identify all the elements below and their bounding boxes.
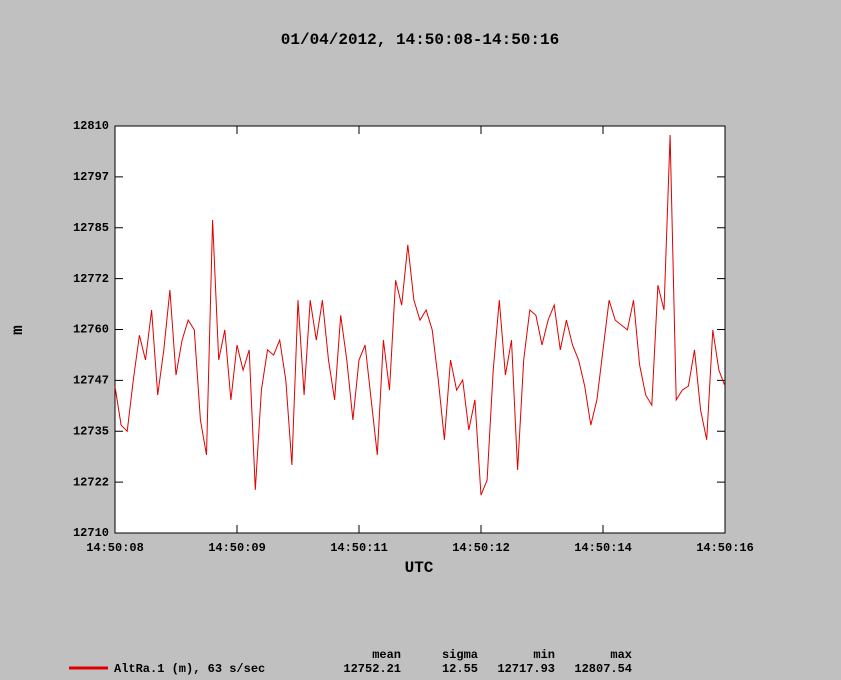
x-tick-label: 14:50:12 [452, 541, 510, 555]
legend-label: AltRa.1 (m), 63 s/sec [114, 662, 265, 676]
y-tick-label: 12810 [73, 119, 109, 133]
stat-value: 12752.21 [343, 662, 401, 676]
y-axis-label: m [9, 325, 27, 335]
stat-header: sigma [442, 648, 478, 662]
stat-value: 12717.93 [497, 662, 555, 676]
x-axis-label: UTC [405, 559, 434, 577]
x-tick-label: 14:50:14 [574, 541, 632, 555]
y-tick-label: 12797 [73, 170, 109, 184]
chart-title: 01/04/2012, 14:50:08-14:50:16 [281, 31, 559, 49]
plot-area [114, 125, 726, 534]
x-tick-label: 14:50:08 [86, 541, 144, 555]
y-tick-label: 12772 [73, 272, 109, 286]
x-tick-label: 14:50:09 [208, 541, 266, 555]
x-tick-label: 14:50:16 [696, 541, 754, 555]
y-tick-label: 12735 [73, 424, 109, 438]
y-tick-label: 12785 [73, 221, 109, 235]
stat-value: 12807.54 [574, 662, 632, 676]
stat-header: mean [372, 648, 401, 662]
stat-header: min [533, 648, 555, 662]
stat-value: 12.55 [442, 662, 478, 676]
y-tick-label: 12722 [73, 475, 109, 489]
y-tick-label: 12747 [73, 374, 109, 388]
y-tick-label: 12710 [73, 526, 109, 540]
data-line [114, 134, 726, 496]
y-tick-label: 12760 [73, 323, 109, 337]
x-tick-label: 14:50:11 [330, 541, 388, 555]
stat-header: max [610, 648, 632, 662]
